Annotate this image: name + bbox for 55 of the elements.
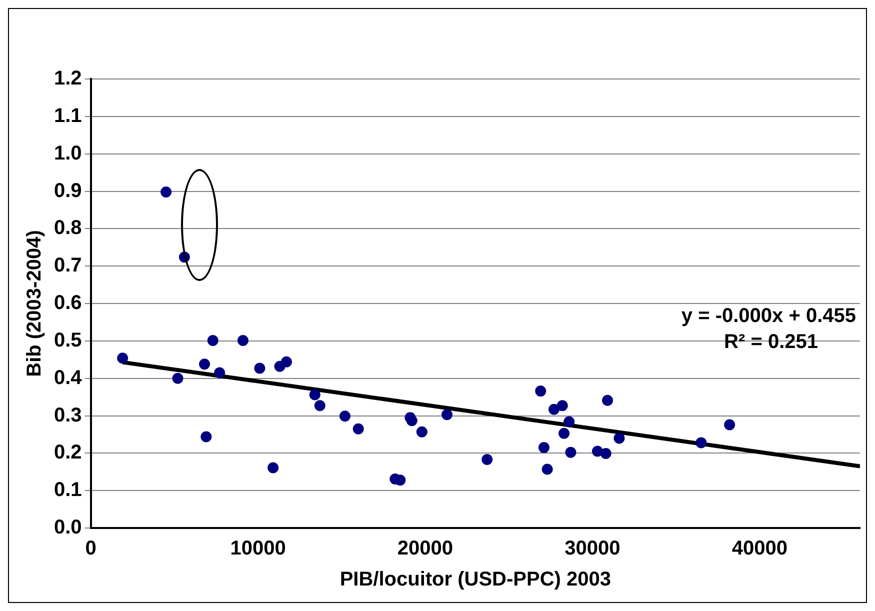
x-tick-label: 40000	[732, 538, 788, 560]
y-tick-label: 0.6	[54, 292, 82, 314]
point	[214, 367, 226, 378]
y-axis-title: Bib (2003-2004)	[24, 230, 46, 377]
point	[200, 431, 212, 442]
point	[199, 358, 210, 370]
point	[309, 389, 320, 400]
point	[172, 372, 184, 384]
point	[416, 426, 428, 438]
y-tick-label: 0.7	[54, 254, 82, 277]
point	[280, 356, 292, 368]
point	[614, 432, 625, 444]
point	[237, 335, 248, 346]
x-axis-title: PIB/locuitor (USD-PPC) 2003	[340, 568, 611, 591]
point	[538, 442, 550, 454]
point	[564, 416, 575, 428]
point	[602, 394, 614, 406]
point	[556, 400, 568, 412]
y-tick-label: 0.0	[54, 516, 82, 539]
point	[535, 386, 546, 397]
y-tick-label: 0.8	[54, 217, 82, 240]
point	[394, 474, 406, 486]
x-tick-label: 30000	[564, 538, 620, 560]
y-tick-label: 1.0	[54, 142, 82, 164]
y-tick-label: 0.9	[54, 180, 82, 202]
y-tick-label: 0.5	[54, 329, 82, 352]
point	[565, 446, 576, 458]
y-tick-label: 0.3	[54, 404, 82, 426]
point	[600, 448, 612, 460]
point	[558, 428, 570, 439]
point	[207, 335, 218, 346]
point	[339, 410, 350, 422]
y-tick-label: 1.2	[54, 68, 82, 90]
annotation: y = -0.000x + 0.455	[681, 305, 856, 327]
point	[542, 464, 553, 475]
point	[696, 437, 707, 448]
x-tick-label: 0	[85, 538, 96, 560]
y-tick-label: 0.2	[54, 442, 82, 464]
point	[406, 415, 418, 426]
point	[160, 186, 172, 198]
point	[314, 400, 326, 412]
point	[548, 404, 560, 415]
point	[482, 454, 493, 466]
x-tick-label: 20000	[397, 538, 454, 560]
point	[352, 423, 364, 434]
y-tick-label: 1.1	[54, 104, 82, 127]
y-tick-label: 0.4	[54, 366, 83, 389]
x-tick-label: 10000	[230, 538, 286, 560]
y-tick-label: 0.1	[54, 479, 82, 502]
point	[441, 409, 452, 420]
point	[724, 419, 736, 430]
point	[117, 352, 128, 364]
annotation: R² = 0.251	[724, 331, 818, 353]
point	[268, 462, 279, 474]
point	[254, 362, 266, 374]
